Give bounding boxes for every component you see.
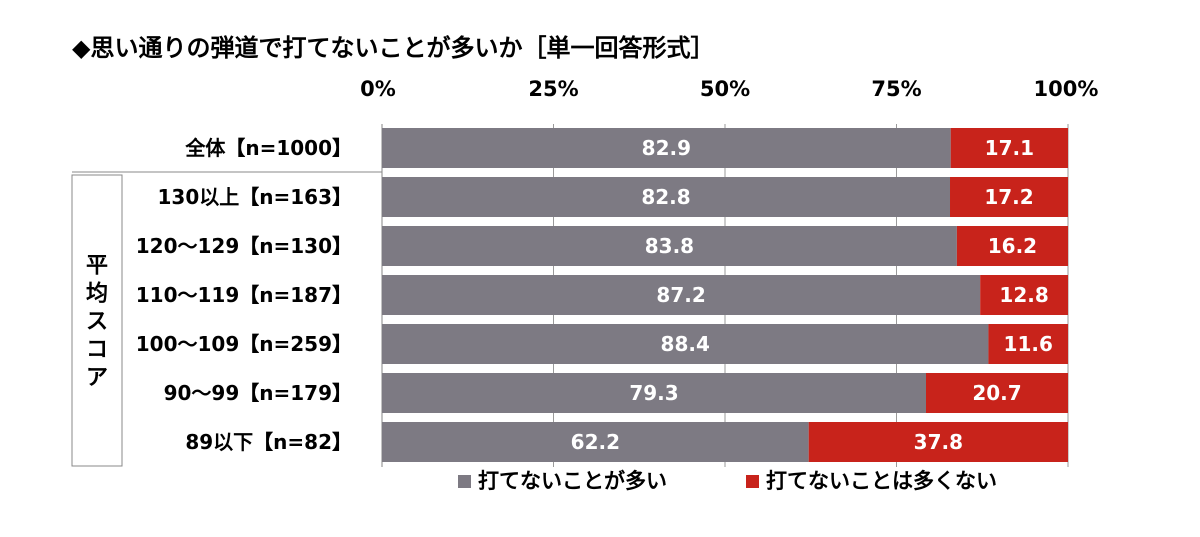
bar-segment-often <box>382 324 989 364</box>
category-label: 130以上【n=163】 <box>158 185 353 209</box>
category-label: 110～119【n=187】 <box>136 283 352 307</box>
x-tick-label: 0% <box>360 77 396 101</box>
bar-segment-not-often <box>956 226 1068 266</box>
x-axis-ticks: 0% 25% 50% 75% 100% <box>360 77 1098 101</box>
category-label: 100～109【n=259】 <box>136 332 352 356</box>
data-label: 16.2 <box>988 234 1037 258</box>
category-label: 120～129【n=130】 <box>136 234 352 258</box>
bar-segment-not-often <box>988 324 1068 364</box>
data-label: 11.6 <box>1004 332 1053 356</box>
bar-segment-often <box>382 275 981 315</box>
category-labels: 全体【n=1000】 130以上【n=163】 120～129【n=130】 110～… <box>136 136 352 454</box>
data-label: 17.1 <box>985 136 1034 160</box>
data-label: 20.7 <box>972 381 1021 405</box>
data-label: 88.4 <box>661 332 710 356</box>
bar-segment-often <box>382 373 926 413</box>
data-label: 79.3 <box>629 381 678 405</box>
category-label: 全体【n=1000】 <box>184 136 352 160</box>
data-label: 87.2 <box>656 283 705 307</box>
bar-segment-not-often <box>950 177 1068 217</box>
data-label: 83.8 <box>645 234 694 258</box>
bar-segment-often <box>382 226 957 266</box>
bar-segment-not-often <box>950 128 1068 168</box>
x-tick-label: 100% <box>1034 77 1099 101</box>
category-label: 90～99【n=179】 <box>164 381 352 405</box>
group-label-char: コ <box>86 338 108 363</box>
data-label: 12.8 <box>999 283 1048 307</box>
group-box <box>71 174 123 467</box>
bar-segment-often <box>382 422 809 462</box>
data-label: 37.8 <box>914 430 963 454</box>
bars: 82.9 17.1 82.8 17.2 83.8 16.2 87.2 12.8 88.4 11.6… <box>382 128 1068 462</box>
data-label: 82.9 <box>642 136 691 160</box>
bar-segment-often <box>382 177 951 217</box>
group-label-char: ア <box>86 366 108 391</box>
bar-segment-not-often <box>980 275 1068 315</box>
x-tick-label: 25% <box>528 77 578 101</box>
chart-title: ◆思い通りの弾道で打てないことが多いか［単一回答形式］ <box>72 34 714 62</box>
group-label-char: 平 <box>86 254 108 279</box>
group-label-char: ス <box>86 310 108 335</box>
bar-segment-not-often <box>925 373 1068 413</box>
data-label: 62.2 <box>571 430 620 454</box>
x-tick-label: 50% <box>700 77 750 101</box>
legend-label: 打てないことは多くない <box>766 469 997 493</box>
data-label: 17.2 <box>984 185 1033 209</box>
bar-segment-often <box>382 128 951 168</box>
legend: 打てないことが多い 打てないことは多くない <box>458 469 997 493</box>
legend-label: 打てないことが多い <box>478 469 667 493</box>
legend-swatch <box>458 475 471 488</box>
legend-swatch <box>746 475 759 488</box>
x-tick-label: 75% <box>871 77 921 101</box>
group-label-char: 均 <box>86 281 108 307</box>
category-label: 89以下【n=82】 <box>185 430 352 454</box>
bar-segment-not-often <box>808 422 1068 462</box>
data-label: 82.8 <box>641 185 690 209</box>
